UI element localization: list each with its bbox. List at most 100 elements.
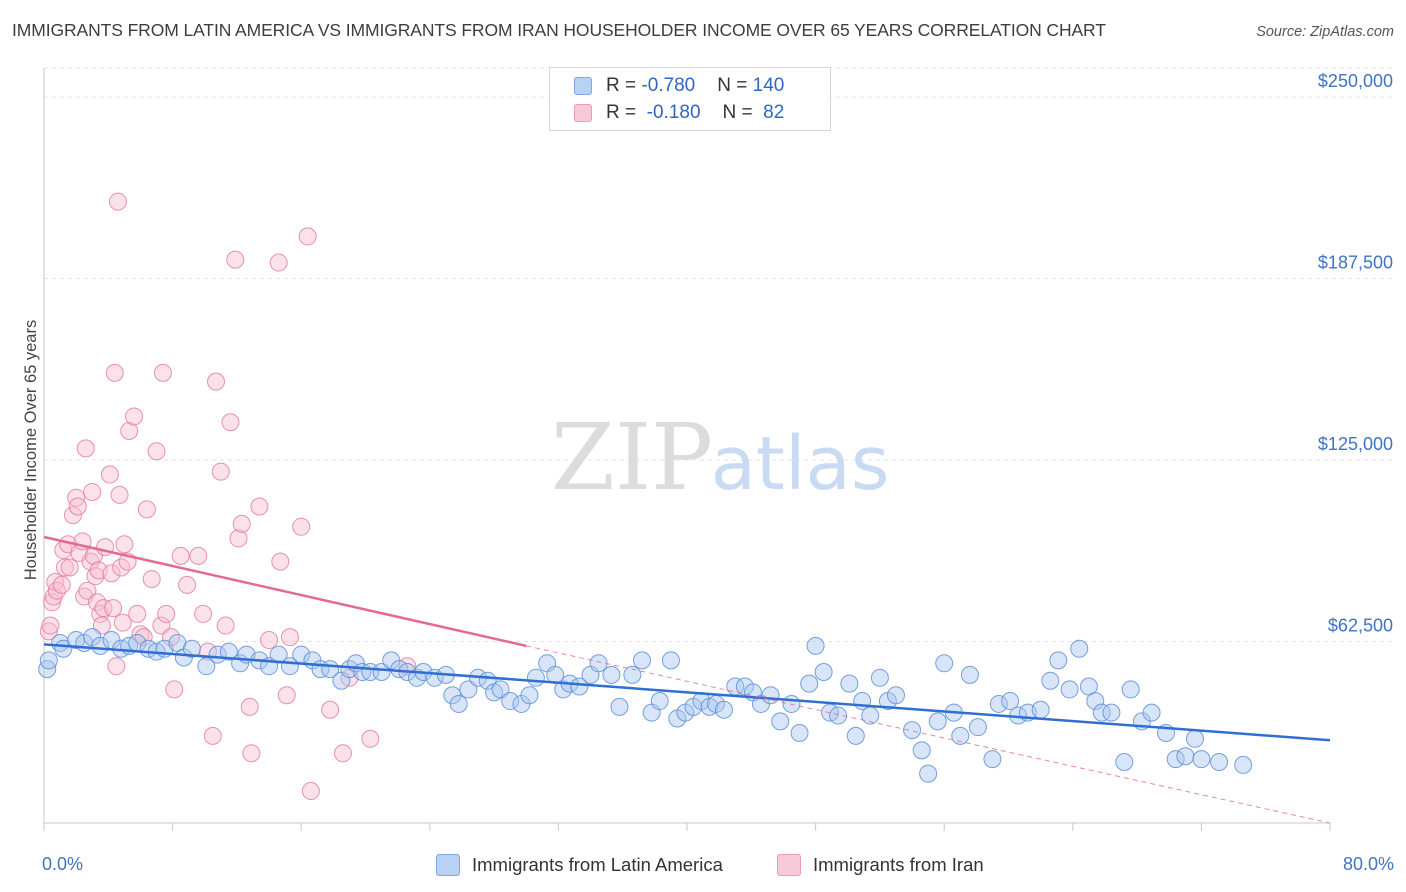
latin-america-point: [602, 665, 621, 684]
iran-point: [361, 729, 380, 748]
grid-layer: [44, 67, 1396, 643]
y-tick-label: $250,000: [1318, 71, 1393, 91]
legend-row-iran: R = -0.180 N = 82: [574, 101, 784, 125]
latin-america-point: [886, 686, 905, 705]
y-tick-label: $125,000: [1318, 434, 1393, 454]
latin-america-point: [771, 712, 790, 731]
y-axis-label: Householder Income Over 65 years: [22, 320, 40, 580]
series-latin-america-points: [38, 628, 1253, 783]
iran-point: [39, 622, 58, 641]
trend-lines: [43, 535, 1331, 824]
iran-point: [216, 616, 235, 635]
x-tick-label: 80.0%: [1343, 854, 1394, 874]
iran-point: [105, 363, 124, 382]
iran-point: [125, 407, 144, 426]
iran-point: [240, 697, 259, 716]
bottom-legend-swatch-latin-america: [436, 854, 460, 876]
iran-point: [104, 599, 123, 618]
iran-point: [232, 514, 251, 533]
latin-america-point: [960, 665, 979, 684]
series-iran-points: [39, 192, 417, 801]
iran-point: [171, 546, 190, 565]
iran-point: [55, 558, 74, 577]
legend-n-value: 82: [757, 102, 785, 123]
iran-point: [52, 575, 71, 594]
bottom-legend-label-latin-america: Immigrants from Latin America: [472, 854, 723, 875]
legend-n-label: N =: [722, 102, 758, 123]
latin-america-point: [989, 694, 1008, 713]
latin-america-point: [520, 686, 539, 705]
trend-line-latin-america: [43, 643, 1331, 742]
iran-point: [178, 575, 197, 594]
latin-america-point: [1102, 703, 1121, 722]
iran-point: [157, 604, 176, 623]
iran-point: [194, 604, 213, 623]
bottom-legend-label-iran: Immigrants from Iran: [813, 854, 984, 875]
latin-america-point: [951, 726, 970, 745]
legend-row-latin-america: R = -0.780 N = 140: [574, 74, 784, 98]
iran-point: [333, 744, 352, 763]
latin-america-point: [623, 665, 642, 684]
latin-america-point: [650, 692, 669, 711]
iran-point: [280, 628, 299, 647]
latin-america-point: [1031, 700, 1050, 719]
latin-america-point: [459, 680, 478, 699]
latin-america-point: [714, 700, 733, 719]
iran-point: [102, 564, 121, 583]
iran-point: [250, 497, 269, 516]
latin-america-point: [790, 723, 809, 742]
latin-america-point: [1210, 753, 1229, 772]
iran-point: [78, 581, 97, 600]
legend-n-value: 140: [752, 75, 785, 96]
latin-america-point: [570, 677, 589, 696]
latin-america-point: [1092, 703, 1111, 722]
iran-point: [207, 372, 226, 391]
iran-point: [43, 593, 62, 612]
latin-america-point: [1192, 750, 1211, 769]
latin-america-point: [1049, 651, 1068, 670]
latin-america-point: [1086, 692, 1105, 711]
bottom-legend-latin-america: Immigrants from Latin America: [436, 852, 723, 878]
iran-point: [153, 363, 172, 382]
axis-layer: $62,500 $125,000 $187,500 $250,000 0.0% 80.0%: [42, 68, 1394, 874]
legend-r-label: R =: [606, 75, 642, 96]
latin-america-point: [829, 706, 848, 725]
latin-america-point: [968, 718, 987, 737]
latin-america-point: [1142, 703, 1161, 722]
source-credit: Source: ZipAtlas.com: [1256, 24, 1394, 40]
correlation-legend: R = -0.780 N = 140 R = -0.180 N = 82: [549, 67, 831, 131]
iran-point: [120, 421, 139, 440]
legend-n-label: N =: [717, 75, 753, 96]
iran-point: [165, 680, 184, 699]
legend-swatch-latin-america: [574, 77, 592, 95]
latin-america-point: [928, 712, 947, 731]
iran-point: [41, 616, 60, 635]
bottom-legend-iran: Immigrants from Iran: [777, 852, 984, 878]
latin-america-point: [814, 663, 833, 681]
latin-america-point: [935, 654, 954, 673]
latin-america-point: [846, 726, 865, 745]
iran-point: [76, 439, 95, 458]
iran-point: [189, 546, 208, 565]
iran-point: [292, 517, 311, 536]
iran-point: [229, 529, 248, 548]
latin-america-point: [632, 651, 651, 670]
legend-swatch-iran: [574, 104, 592, 122]
latin-america-point: [610, 697, 629, 716]
iran-point: [277, 686, 296, 705]
watermark-atlas: atlas: [711, 421, 890, 507]
latin-america-point: [501, 692, 520, 711]
iran-point: [301, 782, 320, 801]
latin-america-point: [870, 668, 889, 687]
iran-point: [115, 535, 134, 554]
iran-point: [260, 631, 279, 650]
legend-r-value: -0.780: [641, 75, 696, 96]
iran-point: [147, 442, 166, 461]
latin-america-point: [1041, 671, 1060, 690]
iran-point: [142, 570, 161, 589]
iran-point: [211, 462, 230, 481]
iran-point: [221, 413, 240, 432]
latin-america-point: [800, 674, 819, 693]
latin-america-point: [806, 636, 825, 655]
